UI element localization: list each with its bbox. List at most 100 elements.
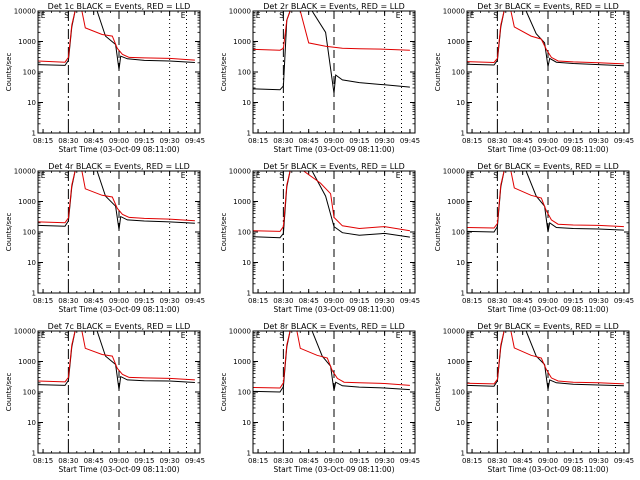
events-series-line: [38, 11, 195, 70]
chart-panel: Det 6r BLACK = Events, RED = LLD Counts/s…: [434, 162, 634, 314]
x-tick-label: 08:45: [299, 457, 319, 465]
y-tick-label: 1: [247, 450, 251, 458]
y-axis-label: Counts/sec: [5, 373, 13, 412]
flag-marker: S: [64, 11, 69, 20]
x-axis-label: Start Time (03-Oct-09 08:11:00): [487, 305, 608, 314]
x-tick-label: 09:00: [109, 137, 129, 145]
x-tick-label: 09:30: [589, 457, 609, 465]
x-tick-label: 08:45: [513, 137, 533, 145]
x-tick-label: 09:00: [109, 457, 129, 465]
x-tick-label: 08:15: [248, 457, 268, 465]
flag-marker: E: [41, 331, 46, 340]
flag-marker: S: [493, 11, 498, 20]
y-tick-label: 10: [456, 419, 465, 427]
flag-marker: E: [181, 331, 186, 340]
y-tick-label: 100: [452, 229, 465, 237]
flag-marker: S: [279, 11, 284, 20]
y-tick-label: 10: [27, 259, 36, 267]
y-axis-label: Counts/sec: [220, 213, 228, 252]
x-axis-label: Start Time (03-Oct-09 08:11:00): [273, 465, 394, 474]
x-tick-label: 09:15: [349, 457, 369, 465]
x-tick-label: 09:45: [400, 457, 420, 465]
x-tick-label: 09:45: [185, 137, 205, 145]
x-tick-label: 09:15: [134, 137, 154, 145]
y-tick-label: 100: [23, 389, 36, 397]
y-tick-label: 10000: [443, 168, 465, 176]
x-tick-label: 09:30: [160, 457, 180, 465]
y-tick-label: 10000: [443, 328, 465, 336]
x-tick-label: 09:30: [160, 297, 180, 305]
flag-marker: E: [256, 11, 261, 20]
chart-title: Det 2r BLACK = Events, RED = LLD: [263, 2, 405, 11]
x-tick-label: 08:45: [513, 457, 533, 465]
flag-marker: E: [41, 171, 46, 180]
flag-marker: E: [181, 171, 186, 180]
flag-marker: E: [610, 171, 615, 180]
chart-title: Det 6r BLACK = Events, RED = LLD: [477, 162, 619, 171]
y-tick-label: 100: [238, 229, 251, 237]
x-tick-label: 09:00: [324, 297, 344, 305]
flag-marker: E: [610, 11, 615, 20]
y-tick-label: 100: [238, 69, 251, 77]
events-series-line: [253, 11, 410, 94]
x-tick-label: 09:45: [185, 457, 205, 465]
flag-marker: E: [256, 331, 261, 340]
plot-frame: [37, 330, 201, 454]
x-axis-label: Start Time (03-Oct-09 08:11:00): [487, 145, 608, 154]
y-tick-label: 1: [461, 450, 465, 458]
y-tick-label: 10000: [14, 168, 36, 176]
flag-marker: E: [396, 11, 401, 20]
y-axis-label: Counts/sec: [5, 213, 13, 252]
y-tick-label: 10000: [229, 168, 251, 176]
y-tick-label: 10: [242, 419, 251, 427]
x-tick-label: 08:15: [33, 457, 53, 465]
y-tick-label: 10000: [14, 328, 36, 336]
x-tick-label: 09:15: [563, 297, 583, 305]
events-series-line: [253, 171, 410, 239]
x-axis-label: Start Time (03-Oct-09 08:11:00): [273, 305, 394, 314]
y-tick-label: 1: [247, 130, 251, 138]
x-tick-label: 08:45: [84, 297, 104, 305]
x-tick-label: 08:15: [462, 457, 482, 465]
chart-title: Det 7c BLACK = Events, RED = LLD: [48, 322, 191, 331]
x-tick-label: 08:30: [273, 137, 293, 145]
y-tick-label: 10: [242, 99, 251, 107]
x-tick-label: 08:15: [33, 297, 53, 305]
y-tick-label: 10: [456, 99, 465, 107]
x-tick-label: 08:45: [299, 297, 319, 305]
plot-frame: [37, 10, 201, 134]
chart-title: Det 9r BLACK = Events, RED = LLD: [477, 322, 619, 331]
x-tick-label: 09:00: [324, 137, 344, 145]
y-axis-label: Counts/sec: [434, 53, 442, 92]
x-tick-label: 09:15: [349, 137, 369, 145]
plot-frame: [37, 170, 201, 294]
y-tick-label: 1000: [18, 38, 36, 46]
x-tick-label: 08:15: [462, 297, 482, 305]
y-tick-label: 100: [23, 229, 36, 237]
y-tick-label: 1000: [233, 358, 251, 366]
y-tick-label: 1: [32, 130, 36, 138]
plot-frame: [252, 330, 416, 454]
x-tick-label: 09:45: [614, 137, 634, 145]
x-tick-label: 09:00: [538, 297, 558, 305]
x-tick-label: 09:30: [589, 137, 609, 145]
x-tick-label: 08:45: [84, 137, 104, 145]
y-axis-label: Counts/sec: [434, 213, 442, 252]
x-tick-label: 09:00: [538, 457, 558, 465]
x-tick-label: 08:45: [513, 297, 533, 305]
chart-panel: Det 9r BLACK = Events, RED = LLD Counts/s…: [434, 322, 634, 474]
plot-frame: [466, 330, 630, 454]
lld-series-line: [38, 331, 195, 383]
flag-marker: E: [396, 171, 401, 180]
y-axis-label: Counts/sec: [5, 53, 13, 92]
x-tick-label: 09:45: [400, 137, 420, 145]
chart-title: Det 4r BLACK = Events, RED = LLD: [48, 162, 190, 171]
y-tick-label: 10: [27, 419, 36, 427]
y-axis-label: Counts/sec: [434, 373, 442, 412]
plot-frame: [466, 170, 630, 294]
flag-marker: E: [470, 11, 475, 20]
y-tick-label: 1: [32, 450, 36, 458]
y-tick-label: 100: [452, 389, 465, 397]
y-tick-label: 10: [27, 99, 36, 107]
